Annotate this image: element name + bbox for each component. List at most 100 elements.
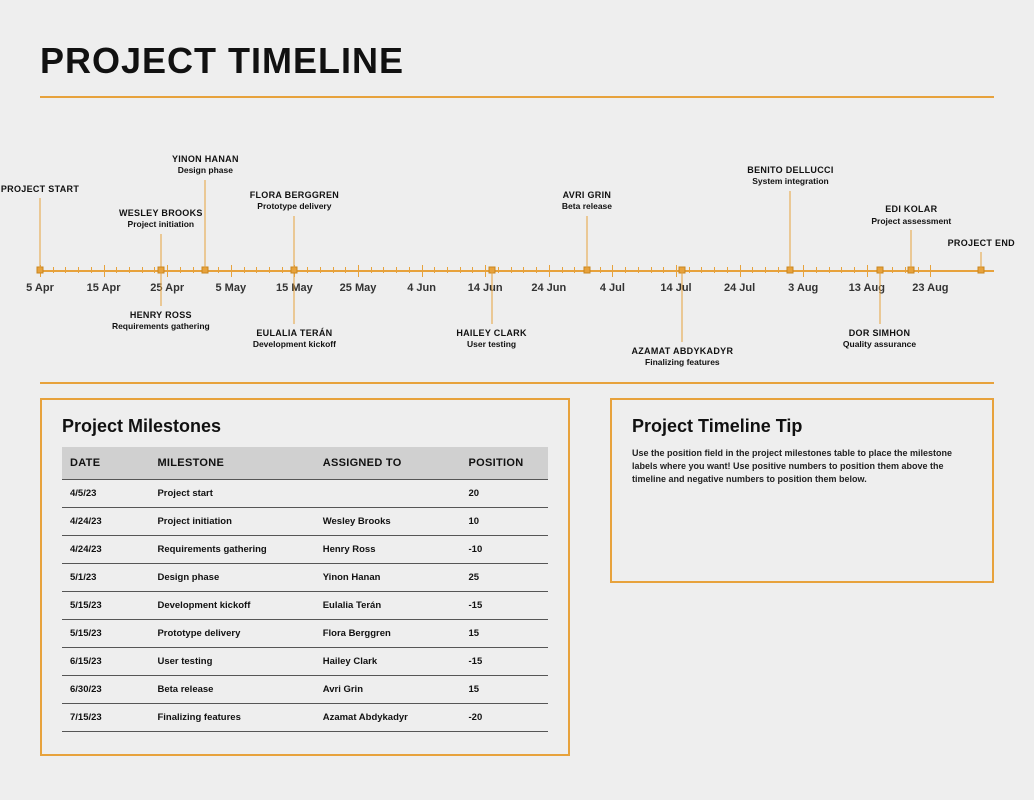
tick-minor [345, 267, 346, 273]
table-cell: 7/15/23 [62, 704, 149, 732]
tick-label: 3 Aug [788, 282, 818, 294]
milestone-label: WESLEY BROOKSProject initiation [119, 208, 203, 230]
tick-label: 14 Jun [468, 282, 503, 294]
table-row: 5/15/23Development kickoffEulalia Terán-… [62, 592, 548, 620]
table-cell: 6/15/23 [62, 648, 149, 676]
table-row: 6/15/23User testingHailey Clark-15 [62, 648, 548, 676]
tick-minor [180, 267, 181, 273]
tick-minor [778, 267, 779, 273]
tick-minor [78, 267, 79, 273]
table-header: POSITION [461, 447, 549, 480]
milestone-line [879, 270, 880, 324]
table-header: MILESTONE [149, 447, 314, 480]
tick-minor [116, 267, 117, 273]
table-cell: -15 [461, 648, 549, 676]
table-cell: Project initiation [149, 508, 314, 536]
tick-minor [918, 267, 919, 273]
tick-minor [307, 267, 308, 273]
tick-minor [193, 267, 194, 273]
table-cell: 10 [461, 508, 549, 536]
milestone-line [911, 230, 912, 270]
table-cell: Flora Berggren [315, 620, 461, 648]
milestone-desc: Project assessment [871, 216, 951, 227]
table-cell: Requirements gathering [149, 536, 314, 564]
tick-minor [244, 267, 245, 273]
tick-label: 25 Apr [150, 282, 184, 294]
tick-minor [320, 267, 321, 273]
milestone-label: AZAMAT ABDYKADYRFinalizing features [631, 346, 733, 368]
tick-minor [892, 267, 893, 273]
table-cell: -20 [461, 704, 549, 732]
milestone-desc: Requirements gathering [112, 321, 210, 332]
tick-minor [727, 267, 728, 273]
table-cell: Eulalia Terán [315, 592, 461, 620]
tick-minor [91, 267, 92, 273]
milestone-label: YINON HANANDesign phase [172, 154, 239, 176]
tick-minor [816, 267, 817, 273]
milestone-name: FLORA BERGGREN [250, 190, 339, 201]
divider-top [40, 96, 994, 98]
tick-major [485, 265, 486, 277]
table-cell: Avri Grin [315, 676, 461, 704]
timeline-chart: 5 Apr15 Apr25 Apr5 May15 May25 May4 Jun1… [40, 110, 994, 368]
milestone-label: FLORA BERGGRENPrototype delivery [250, 190, 339, 212]
tick-minor [434, 267, 435, 273]
milestone-line [586, 216, 587, 270]
milestone-name: AVRI GRIN [562, 190, 612, 201]
milestone-name: EULALIA TERÁN [253, 328, 336, 339]
milestone-line [160, 234, 161, 270]
table-cell: Wesley Brooks [315, 508, 461, 536]
tick-major [930, 265, 931, 277]
tick-minor [663, 267, 664, 273]
tick-minor [689, 267, 690, 273]
table-cell: 4/24/23 [62, 508, 149, 536]
milestone-name: BENITO DELLUCCI [747, 165, 833, 176]
tick-minor [651, 267, 652, 273]
tip-panel: Project Timeline Tip Use the position fi… [610, 398, 994, 583]
tick-minor [854, 267, 855, 273]
tick-minor [460, 267, 461, 273]
milestone-line [491, 270, 492, 324]
tick-minor [333, 267, 334, 273]
milestone-desc: Finalizing features [631, 357, 733, 368]
milestone-label: PROJECT END [948, 238, 1015, 249]
tick-minor [523, 267, 524, 273]
table-cell: 4/24/23 [62, 536, 149, 564]
table-cell: -10 [461, 536, 549, 564]
milestone-name: HAILEY CLARK [456, 328, 526, 339]
table-cell [315, 480, 461, 508]
table-cell: -15 [461, 592, 549, 620]
tick-label: 15 Apr [87, 282, 121, 294]
tick-minor [472, 267, 473, 273]
milestones-table: DATEMILESTONEASSIGNED TOPOSITION 4/5/23P… [62, 447, 548, 732]
table-cell: Design phase [149, 564, 314, 592]
table-cell: Henry Ross [315, 536, 461, 564]
tick-minor [371, 267, 372, 273]
tick-label: 4 Jul [600, 282, 625, 294]
tick-label: 5 Apr [26, 282, 54, 294]
milestone-name: EDI KOLAR [871, 204, 951, 215]
tick-major [740, 265, 741, 277]
milestone-name: AZAMAT ABDYKADYR [631, 346, 733, 357]
table-row: 5/15/23Prototype deliveryFlora Berggren1… [62, 620, 548, 648]
tick-major [867, 265, 868, 277]
milestone-line [160, 270, 161, 306]
table-header: ASSIGNED TO [315, 447, 461, 480]
tick-major [612, 265, 613, 277]
table-cell: Hailey Clark [315, 648, 461, 676]
page-title: PROJECT TIMELINE [40, 40, 994, 82]
milestone-label: PROJECT START [1, 184, 79, 195]
tick-minor [129, 267, 130, 273]
tip-text: Use the position field in the project mi… [632, 447, 972, 486]
tick-major [104, 265, 105, 277]
milestone-label: DOR SIMHONQuality assurance [843, 328, 916, 350]
tick-minor [701, 267, 702, 273]
table-cell: Finalizing features [149, 704, 314, 732]
table-row: 4/5/23Project start20 [62, 480, 548, 508]
tick-major [549, 265, 550, 277]
milestone-label: BENITO DELLUCCISystem integration [747, 165, 833, 187]
tick-major [803, 265, 804, 277]
table-row: 5/1/23Design phaseYinon Hanan25 [62, 564, 548, 592]
milestone-line [205, 180, 206, 270]
tick-minor [218, 267, 219, 273]
